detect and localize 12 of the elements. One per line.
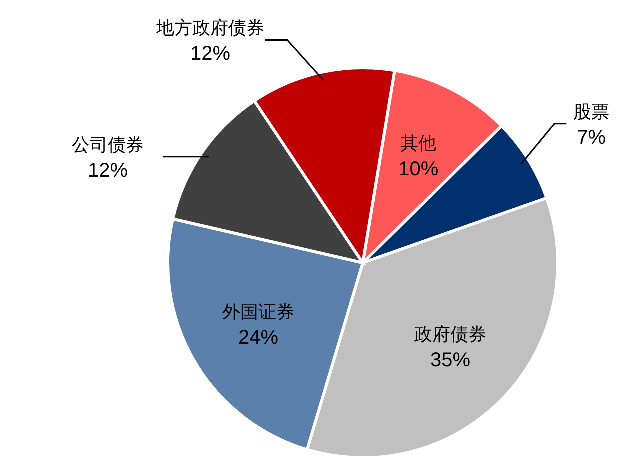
slice-label: 其他	[400, 134, 437, 154]
data-label: 7%	[577, 126, 606, 149]
data-label: 24%	[238, 326, 279, 349]
data-label: 12%	[190, 43, 231, 66]
data-label: 35%	[430, 349, 471, 372]
slice-label: 地方政府债券	[155, 18, 264, 38]
slice-label: 政府债券	[414, 324, 487, 344]
slice-label: 外国证券	[222, 302, 295, 322]
slice-label: 股票	[574, 102, 610, 122]
slice-label: 公司债券	[72, 134, 144, 155]
data-label: 10%	[398, 158, 439, 181]
data-label: 12%	[88, 160, 128, 182]
